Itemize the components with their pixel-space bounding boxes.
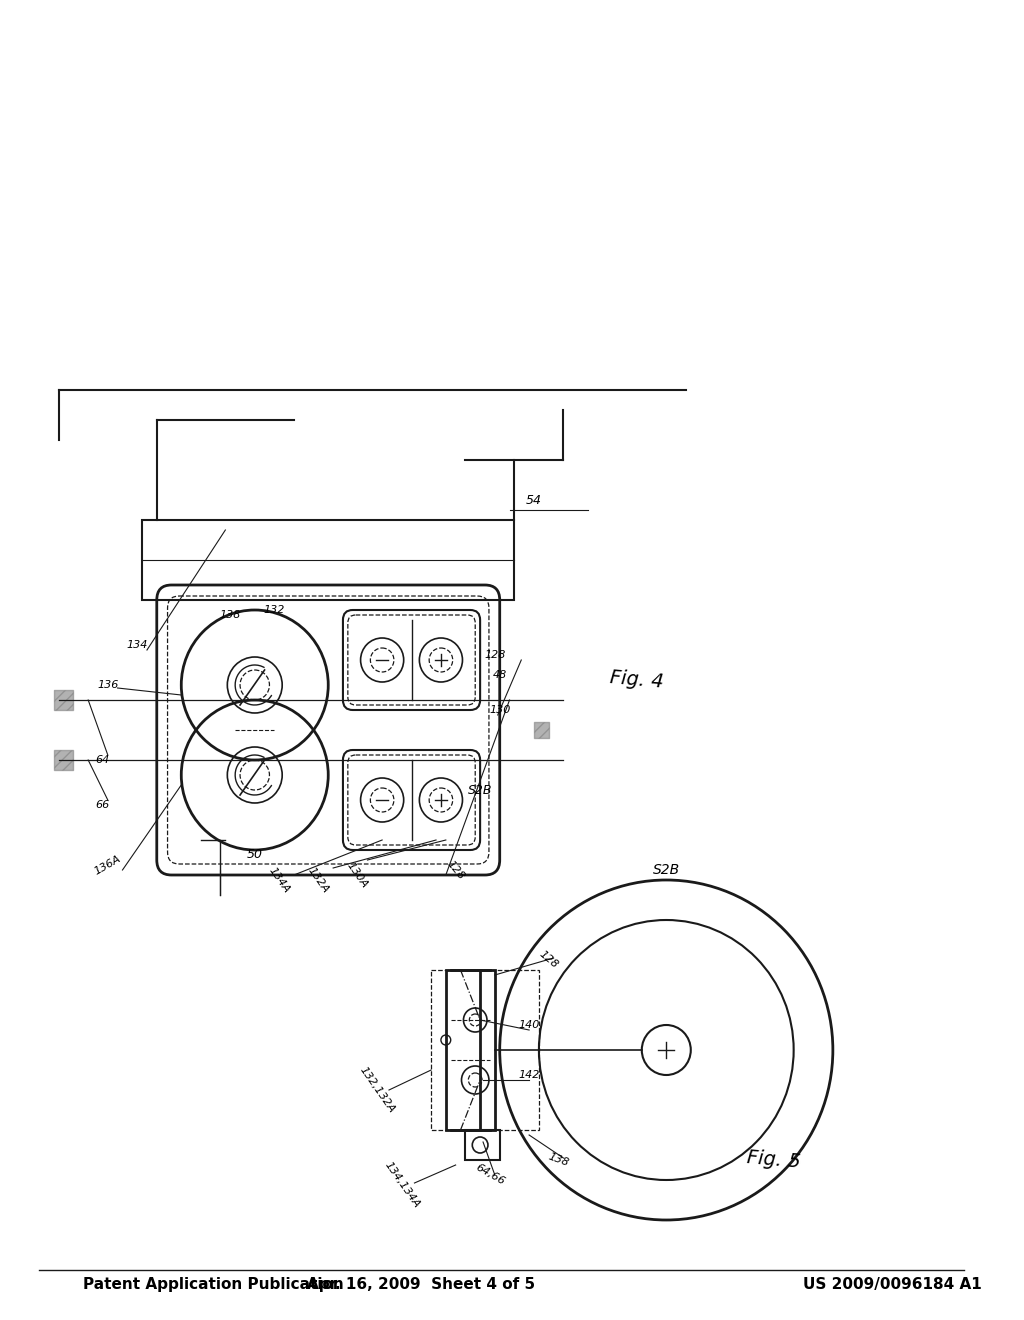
Text: 132A: 132A	[306, 865, 331, 895]
Text: Fig. 4: Fig. 4	[609, 668, 665, 692]
Text: 48: 48	[493, 671, 507, 680]
Text: 64,66: 64,66	[473, 1163, 506, 1187]
Text: S2B: S2B	[468, 784, 493, 796]
Bar	[445, 970, 495, 1130]
Text: 140: 140	[518, 1020, 540, 1030]
Text: 138: 138	[547, 1151, 570, 1168]
Text: 134,134A: 134,134A	[382, 1160, 421, 1210]
Text: Apr. 16, 2009  Sheet 4 of 5: Apr. 16, 2009 Sheet 4 of 5	[307, 1278, 536, 1292]
Text: S2B: S2B	[652, 863, 680, 876]
Bar	[466, 1130, 500, 1160]
Text: 130A: 130A	[345, 861, 370, 890]
Text: 54: 54	[526, 494, 542, 507]
Bar	[431, 970, 539, 1130]
Text: 132: 132	[263, 605, 285, 615]
Bar	[142, 520, 514, 601]
Text: 142: 142	[518, 1071, 540, 1080]
Text: 64: 64	[96, 755, 110, 766]
Text: 128: 128	[484, 649, 506, 660]
Text: 134: 134	[127, 640, 147, 649]
Text: 128: 128	[538, 949, 560, 970]
Text: 134A: 134A	[267, 865, 292, 895]
Text: 138: 138	[219, 610, 241, 620]
Text: 66: 66	[96, 800, 110, 810]
Text: 136: 136	[97, 680, 119, 690]
Text: 136A: 136A	[93, 854, 123, 876]
Text: 128: 128	[444, 858, 466, 882]
Text: US 2009/0096184 A1: US 2009/0096184 A1	[804, 1278, 982, 1292]
Text: 132,132A: 132,132A	[357, 1065, 396, 1115]
Text: 50: 50	[247, 849, 263, 862]
Text: 130: 130	[489, 705, 510, 715]
Text: Fig. 5: Fig. 5	[746, 1148, 802, 1172]
Text: Patent Application Publication: Patent Application Publication	[83, 1278, 344, 1292]
